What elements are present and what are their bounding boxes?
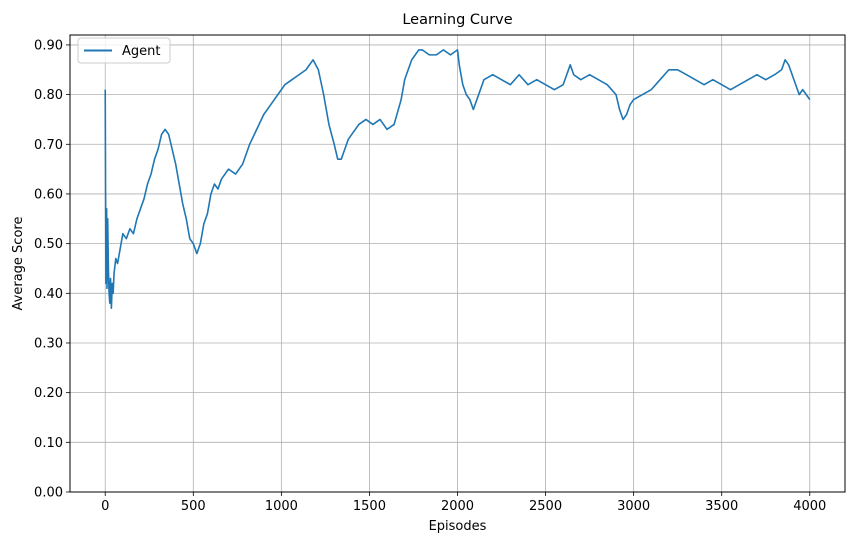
x-tick-label: 3500 — [705, 499, 738, 514]
x-tick-label: 2500 — [529, 499, 562, 514]
y-tick-label: 0.80 — [34, 88, 63, 103]
y-axis-title: Average Score — [11, 217, 26, 311]
chart-title: Learning Curve — [402, 12, 512, 28]
legend-label-agent: Agent — [122, 44, 160, 59]
x-tick-label: 1500 — [353, 499, 386, 514]
x-tick-label: 0 — [101, 499, 109, 514]
y-tick-label: 0.10 — [34, 436, 63, 451]
y-tick-label: 0.60 — [34, 187, 63, 202]
y-tick-label: 0.50 — [34, 237, 63, 252]
y-tick-label: 0.90 — [34, 38, 63, 53]
tick-layer: 0 500 1000 1500 2000 2500 3000 3500 4000 0.00 0.10… — [34, 38, 826, 514]
x-axis-title: Episodes — [429, 519, 487, 534]
y-tick-label: 0.70 — [34, 138, 63, 153]
y-tick-label: 0.40 — [34, 287, 63, 302]
x-tick-label: 4000 — [793, 499, 826, 514]
x-tick-label: 2000 — [441, 499, 474, 514]
y-tick-label: 0.20 — [34, 386, 63, 401]
series-layer — [104, 49, 811, 310]
x-tick-label: 3000 — [617, 499, 650, 514]
series-line-agent — [104, 49, 811, 310]
grid-layer — [70, 35, 845, 493]
y-tick-label: 0.00 — [34, 486, 63, 501]
legend: Agent — [77, 37, 171, 64]
x-tick-label: 1000 — [265, 499, 298, 514]
y-tick-label: 0.30 — [34, 336, 63, 351]
legend-box — [77, 37, 171, 64]
x-tick-label: 500 — [181, 499, 206, 514]
